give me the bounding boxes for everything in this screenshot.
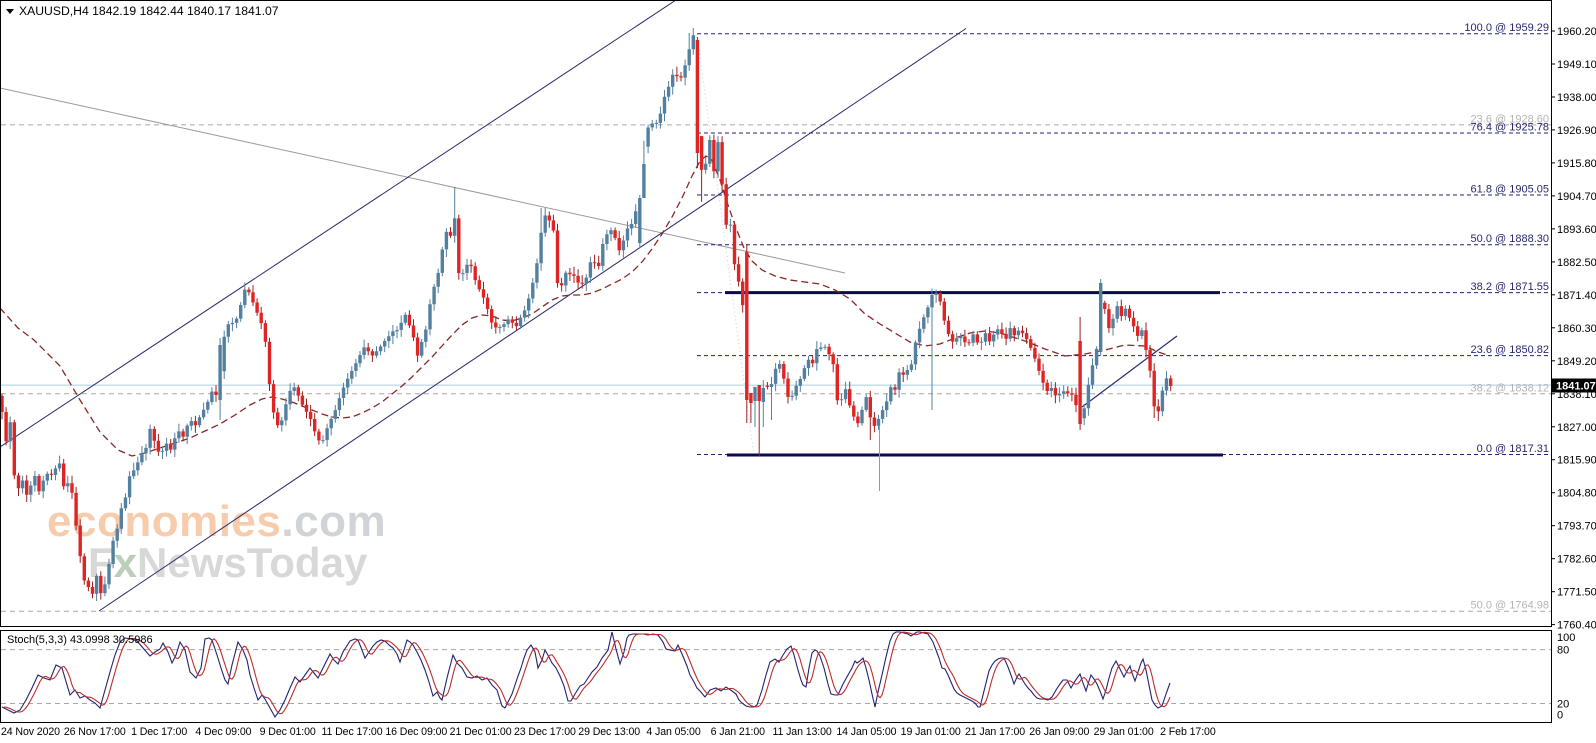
svg-text:2 Feb 17:00: 2 Feb 17:00 (1160, 726, 1216, 738)
svg-text:1893.60: 1893.60 (1557, 224, 1596, 236)
svg-text:14 Jan 05:00: 14 Jan 05:00 (836, 726, 896, 738)
svg-text:1793.70: 1793.70 (1557, 521, 1596, 533)
svg-text:6 Jan 21:00: 6 Jan 21:00 (711, 726, 765, 738)
svg-text:Stoch(5,3,3) 43.0998 30.5986: Stoch(5,3,3) 43.0998 30.5986 (7, 634, 153, 646)
svg-text:80: 80 (1557, 645, 1569, 657)
svg-text:1815.90: 1815.90 (1557, 455, 1596, 467)
svg-text:1926.90: 1926.90 (1557, 125, 1596, 137)
svg-text:61.8 @ 1905.05: 61.8 @ 1905.05 (1471, 184, 1549, 196)
svg-text:9 Dec 01:00: 9 Dec 01:00 (260, 726, 316, 738)
svg-text:23.6 @ 1928.60: 23.6 @ 1928.60 (1471, 113, 1549, 125)
svg-text:11 Jan 13:00: 11 Jan 13:00 (772, 726, 831, 738)
svg-text:1841.07: 1841.07 (1556, 381, 1596, 393)
svg-text:50.0 @ 1764.98: 50.0 @ 1764.98 (1471, 600, 1549, 612)
svg-text:1860.30: 1860.30 (1557, 323, 1596, 335)
svg-text:19 Jan 01:00: 19 Jan 01:00 (901, 726, 961, 738)
svg-text:26 Nov 17:00: 26 Nov 17:00 (64, 726, 126, 738)
svg-text:50.0 @ 1888.30: 50.0 @ 1888.30 (1471, 233, 1549, 245)
svg-text:23.6 @ 1850.82: 23.6 @ 1850.82 (1471, 344, 1549, 356)
svg-text:76.4 @ 1925.78: 76.4 @ 1925.78 (1471, 122, 1549, 134)
svg-text:100.0 @ 1959.29: 100.0 @ 1959.29 (1464, 22, 1549, 34)
svg-text:economies.com: economies.com (47, 497, 386, 546)
svg-text:4 Dec 09:00: 4 Dec 09:00 (195, 726, 251, 738)
svg-text:0: 0 (1557, 710, 1563, 722)
svg-text:20: 20 (1557, 699, 1569, 711)
svg-text:1804.80: 1804.80 (1557, 488, 1596, 500)
svg-text:21 Jan 17:00: 21 Jan 17:00 (965, 726, 1025, 738)
svg-text:FxNewsToday: FxNewsToday (88, 539, 368, 586)
svg-text:16 Dec 09:00: 16 Dec 09:00 (385, 726, 447, 738)
svg-text:1 Dec 17:00: 1 Dec 17:00 (131, 726, 187, 738)
svg-text:1904.70: 1904.70 (1557, 191, 1596, 203)
svg-text:1882.50: 1882.50 (1557, 257, 1596, 269)
svg-text:38.2 @ 1871.55: 38.2 @ 1871.55 (1471, 281, 1549, 293)
svg-text:1949.10: 1949.10 (1557, 59, 1596, 71)
svg-text:XAUUSD,H4 1842.19 1842.44 184: XAUUSD,H4 1842.19 1842.44 1840.17 1841.0… (19, 4, 279, 18)
svg-text:1760.40: 1760.40 (1557, 620, 1596, 632)
svg-text:100: 100 (1557, 632, 1575, 644)
svg-text:4 Jan 05:00: 4 Jan 05:00 (646, 726, 700, 738)
svg-text:1771.50: 1771.50 (1557, 587, 1596, 599)
svg-text:1849.20: 1849.20 (1557, 356, 1596, 368)
svg-text:21 Dec 01:00: 21 Dec 01:00 (450, 726, 512, 738)
svg-text:29 Jan 01:00: 29 Jan 01:00 (1094, 726, 1154, 738)
svg-text:29 Dec 13:00: 29 Dec 13:00 (578, 726, 640, 738)
svg-text:0.0 @ 1817.31: 0.0 @ 1817.31 (1477, 443, 1549, 455)
svg-text:11 Dec 17:00: 11 Dec 17:00 (321, 726, 382, 738)
svg-text:24 Nov 2020: 24 Nov 2020 (1, 726, 60, 738)
svg-text:1827.00: 1827.00 (1557, 422, 1596, 434)
svg-text:38.2 @ 1838.12: 38.2 @ 1838.12 (1471, 382, 1549, 394)
svg-text:1960.20: 1960.20 (1557, 26, 1596, 38)
svg-text:1915.80: 1915.80 (1557, 158, 1596, 170)
svg-text:26 Jan 09:00: 26 Jan 09:00 (1029, 726, 1089, 738)
svg-text:1782.60: 1782.60 (1557, 554, 1596, 566)
svg-text:1871.40: 1871.40 (1557, 290, 1596, 302)
svg-text:1938.00: 1938.00 (1557, 92, 1596, 104)
svg-text:23 Dec 17:00: 23 Dec 17:00 (514, 726, 576, 738)
